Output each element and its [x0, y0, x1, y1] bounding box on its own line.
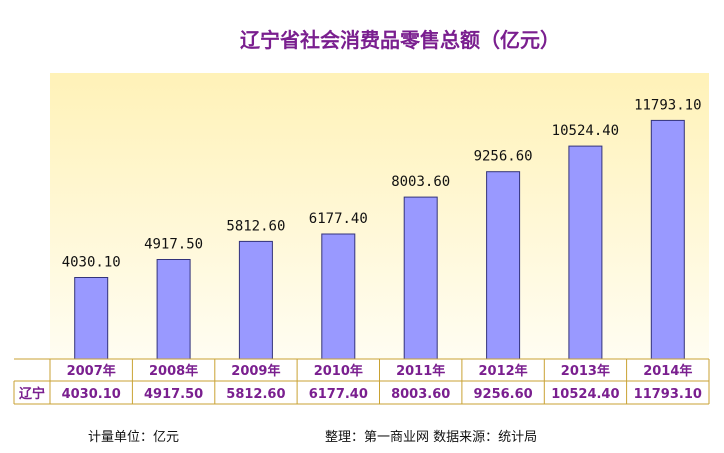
plot-area	[50, 73, 709, 359]
category-label: 2011年	[396, 363, 445, 379]
data-labels: 4030.10 4917.50 5812.60 6177.40 8003.60 9256.…	[62, 97, 702, 270]
bar	[156, 259, 191, 360]
table-cell-value: 10524.40	[551, 387, 619, 402]
category-label: 2014年	[643, 363, 692, 379]
bar	[321, 233, 356, 360]
bar	[403, 196, 438, 360]
bar-value-label: 9256.60	[474, 149, 533, 165]
chart-title: 辽宁省社会消费品零售总额（亿元）	[240, 28, 560, 52]
category-label: 2007年	[67, 363, 116, 379]
table-cell-value: 11793.10	[634, 387, 702, 402]
bar	[650, 119, 685, 360]
category-label: 2010年	[314, 363, 363, 379]
bar-value-label: 11793.10	[634, 97, 701, 113]
bar-value-label: 5812.60	[226, 218, 285, 234]
bar	[486, 171, 521, 360]
bar-value-label: 8003.60	[391, 174, 450, 190]
bar-value-label: 4917.50	[144, 237, 203, 253]
table-cell-value: 5812.60	[226, 387, 285, 402]
bars	[74, 119, 685, 360]
category-label: 2013年	[561, 363, 610, 379]
data-table: 辽宁 2007年 4030.10 2008年 4917.50 2009年 5812.60 20…	[13, 358, 710, 405]
unit-note: 计量单位：亿元	[88, 430, 179, 445]
table-cell-value: 4030.10	[62, 387, 121, 402]
category-label: 2009年	[231, 363, 280, 379]
table-cell-value: 9256.60	[473, 387, 532, 402]
category-label: 2008年	[149, 363, 198, 379]
source-note: 整理：第一商业网 数据来源：统计局	[325, 430, 537, 445]
table-cell-value: 8003.60	[391, 387, 450, 402]
bar-value-label: 10524.40	[552, 123, 619, 139]
table-cell-value: 6177.40	[309, 387, 368, 402]
bar	[238, 240, 273, 360]
bar-value-label: 6177.40	[309, 211, 368, 227]
table-cell-value: 4917.50	[144, 387, 203, 402]
table-row-label: 辽宁	[19, 386, 45, 402]
category-label: 2012年	[479, 363, 528, 379]
bar-value-label: 4030.10	[62, 255, 121, 271]
bar	[74, 277, 109, 360]
bar	[568, 145, 603, 360]
